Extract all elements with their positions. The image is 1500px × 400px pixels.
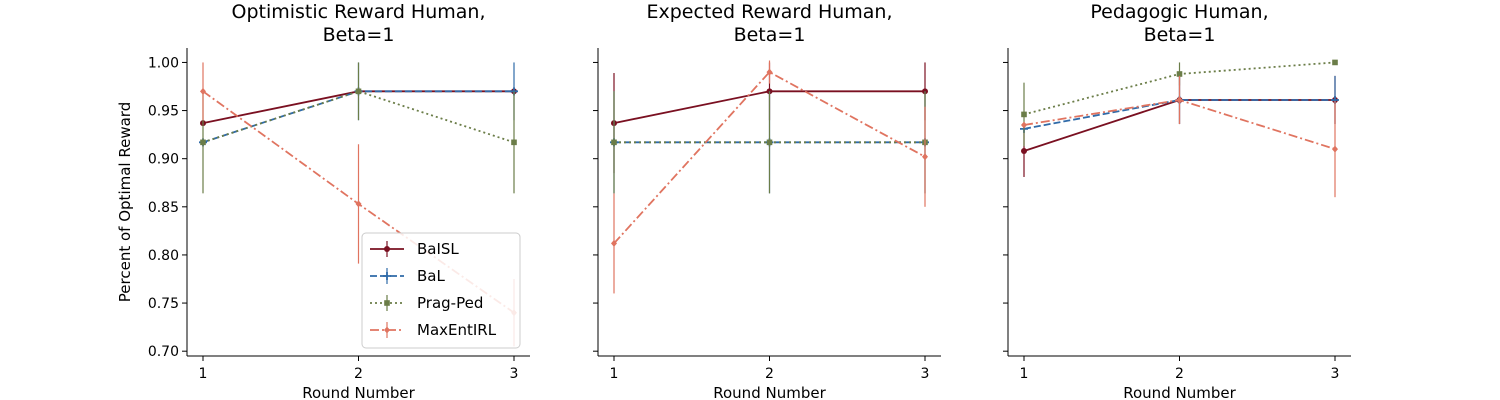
data-point-maxentirl xyxy=(611,239,617,247)
legend-label: BaISL xyxy=(417,240,459,258)
data-point-maxentirl xyxy=(766,68,773,76)
legend-entry-baisl: BaISL xyxy=(370,240,459,258)
legend-label: MaxEntIRL xyxy=(417,321,497,339)
chart-title-line2: Beta=1 xyxy=(1144,24,1216,46)
chart-title-line2: Beta=1 xyxy=(323,24,395,46)
series-prag-ped xyxy=(1021,59,1338,147)
x-tick-label: 2 xyxy=(765,366,774,382)
x-tick-label: 1 xyxy=(1020,366,1029,382)
legend-entry-bal: BaL xyxy=(370,267,445,285)
chart-panel-3: 1 2 3 Round Number Pedagogic Human,Beta=1 xyxy=(1003,1,1351,400)
series-line-bal xyxy=(1023,99,1335,130)
y-tick-label: 0.90 xyxy=(148,152,179,168)
x-axis-label: Round Number xyxy=(302,384,415,400)
x-tick-label: 1 xyxy=(199,366,208,382)
data-point-prag-ped xyxy=(355,88,362,95)
y-tick-label: 0.75 xyxy=(148,296,179,312)
data-point-prag-ped xyxy=(511,139,517,146)
data-point-prag-ped xyxy=(200,139,206,146)
x-tick-label: 1 xyxy=(610,366,619,382)
chart-title-line2: Beta=1 xyxy=(734,24,806,46)
data-point-prag-ped xyxy=(1176,71,1183,77)
chart-panel-1: 0.70 0.75 0.80 0.85 0.90 0.95 1.00 1 2 3 Round Num… xyxy=(148,1,530,400)
data-point-prag-ped xyxy=(611,139,617,146)
data-point-maxentirl xyxy=(384,326,390,334)
legend-label: BaL xyxy=(417,267,445,285)
data-point-bal xyxy=(383,272,391,280)
x-tick-label: 3 xyxy=(1331,366,1340,382)
data-point-baisl xyxy=(384,246,390,252)
series-maxentirl xyxy=(611,60,928,294)
chart-panel-2: 1 2 3 Round Number Expected Reward Human,Bet… xyxy=(593,1,941,400)
y-tick-label: 0.85 xyxy=(148,200,179,216)
data-point-maxentirl xyxy=(922,153,928,161)
y-axis-label: Percent of Optimal Reward xyxy=(116,102,134,302)
x-tick-label: 3 xyxy=(510,366,519,382)
legend-label: Prag-Ped xyxy=(417,294,483,312)
legend: BaISL BaL Prag-Ped MaxEntIRL xyxy=(361,232,521,349)
data-point-prag-ped xyxy=(384,300,390,306)
chart-title-line1: Expected Reward Human, xyxy=(646,1,892,23)
data-point-maxentirl xyxy=(1332,145,1338,153)
data-point-maxentirl xyxy=(1176,96,1183,104)
data-point-baisl xyxy=(1021,147,1027,154)
x-tick-label: 3 xyxy=(921,366,930,382)
y-tick-label: 0.70 xyxy=(148,344,179,360)
data-point-prag-ped xyxy=(1021,111,1027,118)
data-point-prag-ped xyxy=(1332,59,1338,66)
data-point-maxentirl xyxy=(1021,121,1027,129)
x-axis-label: Round Number xyxy=(713,384,826,400)
y-tick-label: 0.95 xyxy=(148,104,179,120)
y-tick-label: 1.00 xyxy=(148,55,179,71)
data-point-prag-ped xyxy=(766,139,773,146)
x-axis-label: Round Number xyxy=(1123,384,1236,400)
legend-entry-prag-ped: Prag-Ped xyxy=(370,294,483,312)
chart-title-line1: Pedagogic Human, xyxy=(1090,1,1268,23)
x-tick-label: 2 xyxy=(354,366,363,382)
x-tick-label: 2 xyxy=(1175,366,1184,382)
legend-entry-maxentirl: MaxEntIRL xyxy=(370,321,497,339)
chart-title-line1: Optimistic Reward Human, xyxy=(231,1,485,23)
legend-box xyxy=(361,232,521,349)
series-maxentirl xyxy=(1021,75,1338,198)
data-point-maxentirl xyxy=(355,200,362,208)
y-tick-label: 0.80 xyxy=(148,248,179,264)
data-point-maxentirl xyxy=(200,87,206,95)
